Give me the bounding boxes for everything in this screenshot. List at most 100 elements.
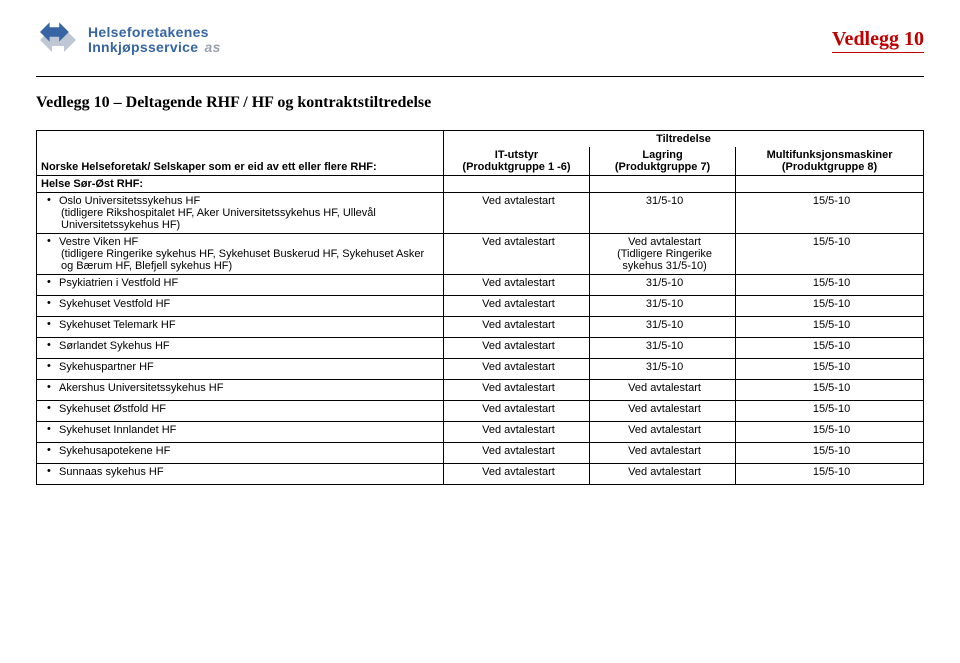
entity-cell: Vestre Viken HF (tidligere Ringerike syk… bbox=[37, 234, 444, 275]
empty-cell bbox=[736, 176, 924, 193]
it-utstyr-cell: Ved avtalestart bbox=[443, 193, 589, 234]
entity-cell: Sykehuset Telemark HF bbox=[37, 317, 444, 338]
table-row: Sørlandet Sykehus HF Ved avtalestart31/5-… bbox=[37, 338, 924, 359]
lagring-cell: 31/5-10 bbox=[590, 193, 736, 234]
entity-cell: Sykehuset Østfold HF bbox=[37, 401, 444, 422]
col4-header-l1: Multifunksjonsmaskiner bbox=[767, 149, 893, 161]
entity-cell: Sykehusapotekene HF bbox=[37, 443, 444, 464]
entity-cell: Psykiatrien i Vestfold HF bbox=[37, 275, 444, 296]
multifunksjon-cell: 15/5-10 bbox=[736, 193, 924, 234]
entity-name: Sørlandet Sykehus HF bbox=[59, 340, 170, 352]
empty-cell bbox=[443, 176, 589, 193]
tiltredelse-header: Tiltredelse bbox=[443, 131, 923, 148]
it-utstyr-cell: Ved avtalestart bbox=[443, 338, 589, 359]
entity-name: Psykiatrien i Vestfold HF bbox=[59, 277, 178, 289]
lagring-cell: 31/5-10 bbox=[590, 275, 736, 296]
lagring-cell: Ved avtalestart bbox=[590, 443, 736, 464]
table-row: Sykehuset Vestfold HF Ved avtalestart31/5… bbox=[37, 296, 924, 317]
it-utstyr-cell: Ved avtalestart bbox=[443, 422, 589, 443]
logo-suffix: as bbox=[205, 39, 221, 55]
horizontal-rule bbox=[36, 76, 924, 77]
table-row: Vestre Viken HF (tidligere Ringerike syk… bbox=[37, 234, 924, 275]
it-utstyr-cell: Ved avtalestart bbox=[443, 443, 589, 464]
entity-name: Vestre Viken HF bbox=[59, 236, 138, 248]
multifunksjon-cell: 15/5-10 bbox=[736, 275, 924, 296]
it-utstyr-cell: Ved avtalestart bbox=[443, 317, 589, 338]
entity-name: Akershus Universitetssykehus HF bbox=[59, 382, 223, 394]
table-head: Norske Helseforetak/ Selskaper som er ei… bbox=[37, 131, 924, 176]
logo-line1: Helseforetakenes bbox=[88, 25, 221, 40]
lagring-cell: Ved avtalestart bbox=[590, 380, 736, 401]
multifunksjon-cell: 15/5-10 bbox=[736, 464, 924, 485]
entity-name: Sykehuset Vestfold HF bbox=[59, 298, 170, 310]
it-utstyr-cell: Ved avtalestart bbox=[443, 401, 589, 422]
table-row: Sykehusapotekene HF Ved avtalestartVed av… bbox=[37, 443, 924, 464]
multifunksjon-cell: 15/5-10 bbox=[736, 401, 924, 422]
multifunksjon-cell: 15/5-10 bbox=[736, 338, 924, 359]
col2-header-l2: (Produktgruppe 1 -6) bbox=[462, 161, 570, 173]
it-utstyr-cell: Ved avtalestart bbox=[443, 275, 589, 296]
multifunksjon-cell: 15/5-10 bbox=[736, 443, 924, 464]
page: Helseforetakenes Innkjøpsservice as Vedl… bbox=[0, 0, 960, 663]
table-row: Sykehuset Innlandet HFVed avtalestartVed… bbox=[37, 422, 924, 443]
table-row: Akershus Universitetssykehus HF Ved avtal… bbox=[37, 380, 924, 401]
col4-header: Multifunksjonsmaskiner (Produktgruppe 8) bbox=[736, 147, 924, 176]
table-body: Helse Sør-Øst RHF: Oslo Universitetssyke… bbox=[37, 176, 924, 485]
logo-icon bbox=[36, 18, 82, 62]
table-row: Sykehuspartner HF Ved avtalestart31/5-101… bbox=[37, 359, 924, 380]
entity-cell: Sykehuset Vestfold HF bbox=[37, 296, 444, 317]
entity-cell: Sørlandet Sykehus HF bbox=[37, 338, 444, 359]
it-utstyr-cell: Ved avtalestart bbox=[443, 359, 589, 380]
brand-logo: Helseforetakenes Innkjøpsservice as bbox=[36, 18, 221, 62]
lagring-cell: Ved avtalestart bbox=[590, 401, 736, 422]
participants-table: Norske Helseforetak/ Selskaper som er ei… bbox=[36, 130, 924, 485]
it-utstyr-cell: Ved avtalestart bbox=[443, 296, 589, 317]
entity-name: Sykehuspartner HF bbox=[59, 361, 154, 373]
col2-header-l1: IT-utstyr bbox=[495, 149, 538, 161]
lagring-line: (Tidligere Ringerike sykehus 31/5-10) bbox=[598, 248, 731, 272]
entity-cell: Sunnaas sykehus HF bbox=[37, 464, 444, 485]
vedlegg-header: Vedlegg 10 bbox=[832, 28, 924, 53]
lagring-cell: 31/5-10 bbox=[590, 359, 736, 380]
table-row: Oslo Universitetssykehus HF (tidligere R… bbox=[37, 193, 924, 234]
entity-name: Sykehusapotekene HF bbox=[59, 445, 170, 457]
multifunksjon-cell: 15/5-10 bbox=[736, 234, 924, 275]
multifunksjon-cell: 15/5-10 bbox=[736, 359, 924, 380]
entity-name: Sunnaas sykehus HF bbox=[59, 466, 164, 478]
lagring-cell: 31/5-10 bbox=[590, 317, 736, 338]
entity-cell: Sykehuspartner HF bbox=[37, 359, 444, 380]
entity-name: Sykehuset Telemark HF bbox=[59, 319, 176, 331]
logo-line2: Innkjøpsservice bbox=[88, 39, 198, 55]
entity-cell: Oslo Universitetssykehus HF (tidligere R… bbox=[37, 193, 444, 234]
it-utstyr-cell: Ved avtalestart bbox=[443, 234, 589, 275]
table-row: Sykehuset Østfold HF Ved avtalestartVed a… bbox=[37, 401, 924, 422]
table-row: Sunnaas sykehus HF Ved avtalestartVed avt… bbox=[37, 464, 924, 485]
lagring-cell: Ved avtalestart bbox=[590, 464, 736, 485]
multifunksjon-cell: 15/5-10 bbox=[736, 380, 924, 401]
it-utstyr-cell: Ved avtalestart bbox=[443, 464, 589, 485]
lagring-cell: 31/5-10 bbox=[590, 338, 736, 359]
entity-subtext: (tidligere Rikshospitalet HF, Aker Unive… bbox=[59, 207, 439, 231]
page-title: Vedlegg 10 – Deltagende RHF / HF og kont… bbox=[36, 94, 431, 112]
entity-name: Oslo Universitetssykehus HF bbox=[59, 195, 200, 207]
multifunksjon-cell: 15/5-10 bbox=[736, 317, 924, 338]
col3-header: Lagring (Produktgruppe 7) bbox=[590, 147, 736, 176]
lagring-cell: Ved avtalestart(Tidligere Ringerike syke… bbox=[590, 234, 736, 275]
empty-cell bbox=[590, 176, 736, 193]
table-row: Psykiatrien i Vestfold HF Ved avtalestart… bbox=[37, 275, 924, 296]
table-container: Norske Helseforetak/ Selskaper som er ei… bbox=[36, 130, 924, 485]
lagring-cell: Ved avtalestart bbox=[590, 422, 736, 443]
entity-cell: Sykehuset Innlandet HF bbox=[37, 422, 444, 443]
multifunksjon-cell: 15/5-10 bbox=[736, 296, 924, 317]
col3-header-l1: Lagring bbox=[642, 149, 682, 161]
logo-text: Helseforetakenes Innkjøpsservice as bbox=[88, 25, 221, 54]
entity-name: Sykehuset Østfold HF bbox=[59, 403, 166, 415]
col4-header-l2: (Produktgruppe 8) bbox=[782, 161, 877, 173]
col3-header-l2: (Produktgruppe 7) bbox=[615, 161, 710, 173]
entity-cell: Akershus Universitetssykehus HF bbox=[37, 380, 444, 401]
it-utstyr-cell: Ved avtalestart bbox=[443, 380, 589, 401]
lagring-cell: 31/5-10 bbox=[590, 296, 736, 317]
multifunksjon-cell: 15/5-10 bbox=[736, 422, 924, 443]
col2-header: IT-utstyr (Produktgruppe 1 -6) bbox=[443, 147, 589, 176]
table-row: Sykehuset Telemark HF Ved avtalestart31/5… bbox=[37, 317, 924, 338]
